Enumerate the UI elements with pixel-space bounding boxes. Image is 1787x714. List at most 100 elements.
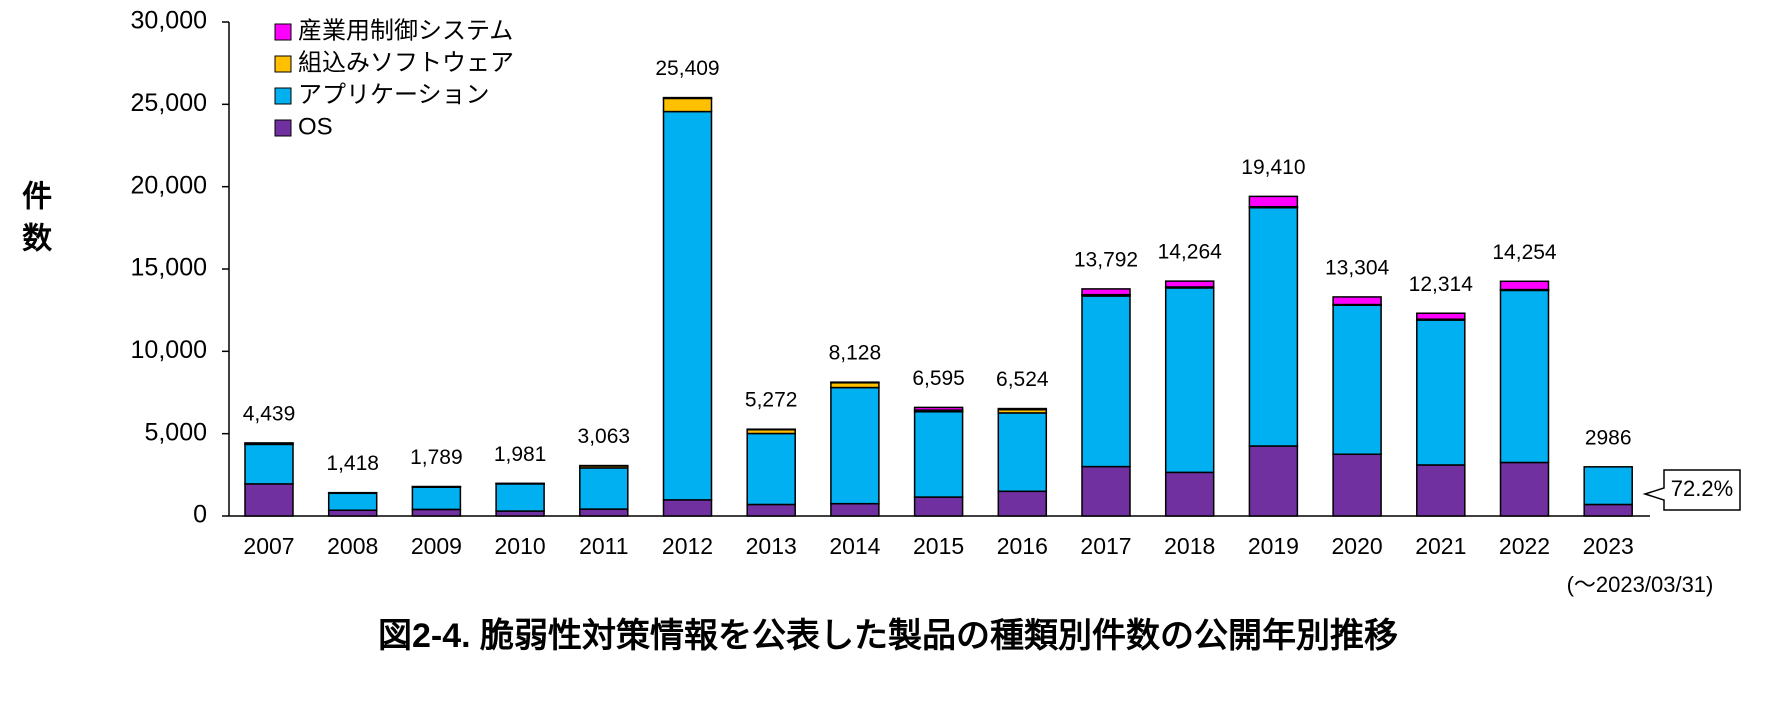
bar-segment <box>1081 465 1131 517</box>
bar-segment <box>244 483 294 517</box>
total-label: 13,792 <box>1074 248 1138 271</box>
total-label: 19,410 <box>1241 156 1305 179</box>
callout-box <box>1642 469 1741 511</box>
x-tick-label: 2017 <box>1080 533 1131 559</box>
x-tick-label: 2015 <box>913 533 964 559</box>
bar-segment <box>746 428 796 431</box>
legend-label: OS <box>298 113 333 140</box>
annotation: 72.2% <box>1671 476 1733 501</box>
total-label: 1,981 <box>494 443 547 466</box>
bar-segment <box>1499 280 1550 291</box>
x-tick-label: 2019 <box>1248 533 1299 559</box>
x-tick-label: 2023 <box>1583 533 1634 559</box>
bar-segment <box>244 443 294 485</box>
bar-segment <box>1583 503 1633 517</box>
bar-segment <box>1416 464 1466 517</box>
bar-segment <box>1499 461 1550 517</box>
x-subtitle: (～2023/03/31) <box>1567 572 1714 597</box>
y-tick-label: 25,000 <box>131 89 207 117</box>
total-label: 5,272 <box>745 389 798 412</box>
x-tick-label: 2011 <box>579 533 628 559</box>
total-label: 25,409 <box>655 57 719 80</box>
legend-swatch <box>274 87 292 105</box>
bar-segment <box>662 96 713 100</box>
bar-segment <box>1416 319 1466 466</box>
bar-segment <box>830 386 880 505</box>
y-tick-label: 5,000 <box>144 418 207 446</box>
bar-segment <box>1332 296 1382 306</box>
bar-segment <box>830 381 880 384</box>
x-tick-label: 2020 <box>1332 533 1383 559</box>
bar-segment <box>662 97 713 113</box>
x-tick-label: 2018 <box>1164 533 1215 559</box>
total-label: 8,128 <box>829 342 882 365</box>
x-tick-label: 2007 <box>243 533 294 559</box>
legend-swatch <box>274 119 292 137</box>
total-label: 14,264 <box>1158 241 1223 264</box>
legend-label: アプリケーション <box>298 81 490 108</box>
total-label: 2986 <box>1585 426 1632 449</box>
y-tick-label: 15,000 <box>131 254 207 282</box>
chart-title: 図2-4. 脆弱性対策情報を公表した製品の種類別件数の公開年別推移 <box>378 616 1398 655</box>
bar-segment <box>1164 471 1215 517</box>
total-label: 13,304 <box>1325 256 1390 279</box>
bar-segment <box>662 499 713 517</box>
y-axis-label: 件数 <box>17 180 52 264</box>
bar-segment <box>830 502 880 517</box>
bar-segment <box>411 486 462 511</box>
y-tick-label: 20,000 <box>131 171 207 199</box>
x-tick-label: 2022 <box>1499 533 1550 559</box>
bar-segment <box>579 467 629 510</box>
legend-label: 組込みソフトウェア <box>298 49 514 76</box>
bar-segment <box>411 508 462 517</box>
x-tick-label: 2010 <box>495 533 546 559</box>
bar-segment <box>1081 295 1131 468</box>
total-label: 6,524 <box>996 368 1049 391</box>
bar-segment <box>997 490 1048 517</box>
bar-segment <box>579 508 629 517</box>
x-tick-label: 2012 <box>662 533 713 559</box>
bar-segment <box>913 496 964 517</box>
bar-segment <box>1248 445 1299 517</box>
y-tick-label: 0 <box>193 501 207 529</box>
bar-segment <box>495 483 545 512</box>
legend-label: 産業用制御システム <box>298 17 513 44</box>
legend-swatch <box>274 23 292 41</box>
bar-segment <box>997 412 1048 493</box>
total-label: 3,063 <box>578 425 631 448</box>
bar-segment <box>327 509 378 517</box>
total-label: 14,254 <box>1492 241 1557 264</box>
total-label: 6,595 <box>912 367 965 390</box>
total-label: 1,418 <box>326 452 379 475</box>
x-tick-label: 2021 <box>1415 533 1466 559</box>
bar-segment <box>1248 206 1299 447</box>
x-tick-label: 2008 <box>327 533 378 559</box>
bar-segment <box>913 406 964 411</box>
x-tick-label: 2016 <box>997 533 1048 559</box>
bar-segment <box>746 432 796 506</box>
bar-segment <box>1248 195 1299 208</box>
total-label: 12,314 <box>1409 273 1474 296</box>
x-tick-label: 2009 <box>411 533 462 559</box>
bar-segment <box>913 411 964 498</box>
legend-swatch <box>274 55 292 73</box>
bar-segment <box>1583 466 1633 506</box>
bar-segment <box>997 407 1048 411</box>
bar-segment <box>1081 288 1131 296</box>
bar-segment <box>327 492 378 511</box>
total-label: 4,439 <box>243 402 296 425</box>
bar-segment <box>1332 304 1382 455</box>
bar-segment <box>1499 289 1550 464</box>
bar-segment <box>1332 453 1382 517</box>
bar-segment <box>662 110 713 501</box>
bar-segment <box>1164 287 1215 474</box>
bar-segment <box>1416 312 1466 320</box>
bar-segment <box>1164 280 1215 288</box>
y-tick-label: 30,000 <box>131 7 207 35</box>
bar-segment <box>746 503 796 517</box>
y-tick-label: 10,000 <box>131 336 207 364</box>
total-label: 1,789 <box>410 446 463 469</box>
x-tick-label: 2013 <box>746 533 797 559</box>
x-tick-label: 2014 <box>829 533 880 559</box>
